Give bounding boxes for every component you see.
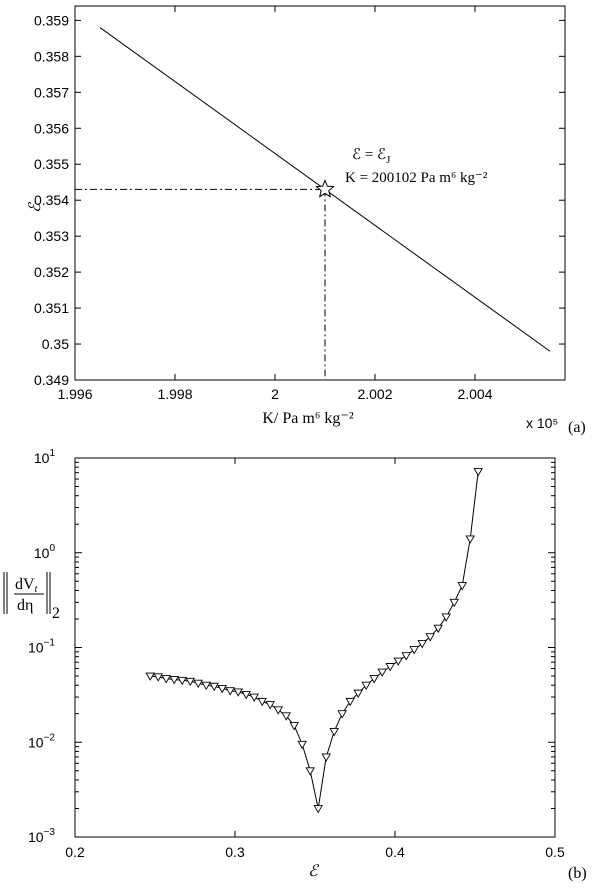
chart-b-x-tick-label: 0.5 [545, 844, 565, 860]
chart-a-x-tick-label: 2 [271, 386, 279, 402]
chart-b-data-point [417, 640, 427, 649]
chart-b-data-point [425, 633, 435, 642]
chart-a-x-tick-label: 2.004 [457, 386, 492, 402]
chart-b-data-point [249, 693, 259, 702]
chart-a-x-tick-label: 2.002 [357, 386, 392, 402]
chart-b-data-point [281, 712, 291, 721]
chart-b-data-point [313, 805, 323, 814]
chart-b-data-point [209, 682, 219, 692]
chart-b-data-point [337, 710, 347, 719]
chart-a-reference-lines [75, 188, 326, 380]
chart-a-y-tick-label: 0.349 [34, 372, 69, 388]
chart-b-data-point [305, 767, 315, 776]
chart-b-data-point [377, 668, 387, 678]
chart-b-x-ticks: 0.2 0.3 0.4 0.5 [65, 458, 565, 860]
chart-a-y-ticks: 0.349 0.35 0.351 0.352 0.353 0.354 0.355 0.356 0… [34, 12, 565, 388]
chart-b-y-tick-label: 10−2 [28, 732, 55, 750]
chart-b-data-point [257, 697, 267, 707]
chart-b-data-point [177, 676, 187, 686]
chart-a-x-tick-label: 1.996 [57, 386, 92, 402]
chart-a-y-tick-label: 0.351 [34, 300, 69, 316]
chart-a-y-tick-label: 0.358 [34, 48, 69, 64]
chart-b-data-point [393, 657, 403, 666]
chart-a-x-tick-label: 1.998 [157, 386, 192, 402]
chart-b-data-point [369, 675, 379, 684]
chart-b-data-point [457, 582, 467, 591]
chart-a-y-tick-label: 0.356 [34, 120, 69, 136]
chart-b-data-point [273, 706, 283, 715]
chart-b-y-ticks: 101 100 10−1 10−2 10−3 [28, 448, 555, 845]
chart-b-panel-label: (b) [568, 865, 587, 882]
chart-b-x-axis-label: ℰ [308, 863, 320, 880]
chart-b-data-point [225, 687, 235, 696]
chart-b-data-point [297, 740, 307, 750]
chart-a-star-point [315, 179, 335, 198]
chart-a-y-tick-label: 0.352 [34, 264, 69, 280]
chart-b-data-point [433, 624, 443, 634]
chart-b-series [145, 468, 483, 814]
chart-a-y-tick-label: 0.35 [42, 336, 69, 352]
chart-a-axes-box [74, 5, 566, 381]
chart-b-data-point [465, 535, 475, 544]
chart-b-y-label-norm-subscript: 2 [52, 605, 60, 622]
chart-a-y-tick-label: 0.354 [34, 192, 69, 208]
chart-a-x-ticks: 1.996 1.998 2 2.002 2.004 [57, 6, 493, 402]
chart-b-y-label-denominator: dη [17, 597, 33, 614]
chart-b-data-point [353, 689, 363, 699]
chart-b-x-tick-label: 0.4 [385, 844, 405, 860]
chart-b-data-point [289, 722, 299, 731]
chart-b-y-tick-label: 10−1 [28, 638, 55, 656]
chart-b: 0.2 0.3 0.4 0.5 101 100 10−1 10−2 10−3 dVt dη 2… [3, 448, 587, 882]
chart-b-data-point [241, 690, 251, 700]
chart-a-y-tick-label: 0.353 [34, 228, 69, 244]
chart-a-y-tick-label: 0.357 [34, 84, 69, 100]
chart-b-x-tick-label: 0.3 [225, 844, 245, 860]
chart-b-x-tick-label: 0.2 [65, 844, 85, 860]
chart-b-data-point [193, 679, 203, 689]
chart-b-data-point [401, 652, 411, 661]
chart-b-data-point [153, 673, 163, 682]
chart-a-star-marker [315, 179, 335, 198]
chart-b-y-tick-label: 100 [34, 543, 56, 561]
chart-b-data-point [361, 681, 371, 691]
chart-b-y-tick-label: 10−3 [28, 827, 55, 845]
chart-b-data-point [145, 672, 155, 681]
chart-a-y-tick-label: 0.355 [34, 156, 69, 172]
chart-b-data-point [441, 613, 451, 622]
chart-b-data-point [161, 675, 171, 684]
chart-b-y-tick-label: 101 [34, 448, 56, 466]
chart-b-y-axis-label: dVt dη 2 [3, 572, 60, 622]
chart-b-series-line [150, 471, 479, 809]
chart-b-data-point [473, 468, 483, 477]
chart-a-annotation-line2: K = 200102 Pa m⁶ kg⁻² [345, 170, 488, 186]
chart-b-y-label-numerator: dVt [15, 576, 38, 595]
chart-b-data-point [233, 688, 243, 697]
chart-a-y-axis-label: ℰ [27, 201, 44, 213]
chart-b-data-point [449, 598, 459, 608]
chart-b-axes-box [74, 457, 556, 838]
chart-a-y-tick-label: 0.359 [34, 12, 69, 28]
chart-b-data-point [329, 728, 339, 737]
chart-a-panel-label: (a) [568, 419, 586, 436]
chart-a-annotation-line1: ℰ = ℰJ [352, 147, 391, 166]
chart-b-data-point [321, 753, 331, 762]
chart-b-data-point [169, 676, 179, 685]
chart-b-data-point [217, 684, 227, 694]
chart-a-x-multiplier: x 10⁵ [526, 415, 558, 431]
chart-b-data-point [385, 663, 395, 672]
chart-b-data-point [345, 697, 355, 707]
chart-a: 1.996 1.998 2 2.002 2.004 0.349 0.35 0.351 0.35… [27, 5, 586, 436]
chart-b-data-point [265, 701, 275, 710]
chart-b-data-point [201, 681, 211, 691]
chart-a-x-axis-label: K/ Pa m⁶ kg⁻² [262, 410, 353, 427]
chart-b-data-point [185, 677, 195, 687]
chart-b-data-point [409, 646, 419, 655]
